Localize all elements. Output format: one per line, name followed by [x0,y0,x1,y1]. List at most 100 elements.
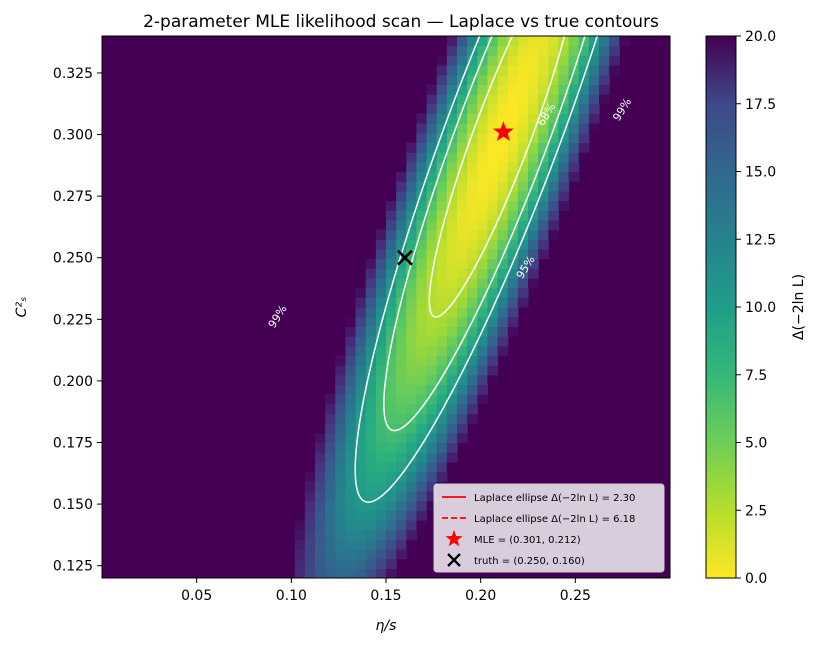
heatmap-cell [386,248,397,260]
heatmap-cell [588,36,600,47]
heatmap-cell [365,258,377,269]
heatmap-cell [446,384,458,395]
heatmap-cell [294,558,306,569]
heatmap-cell [345,384,357,395]
y-tick-label: 0.200 [53,374,93,390]
legend-label: MLE = (0.301, 0.212) [474,535,581,546]
y-tick-label: 0.300 [53,128,93,144]
heatmap-cell [517,297,529,308]
heatmap-cell [517,65,529,76]
heatmap-cell [375,519,387,531]
heatmap-cell [345,558,357,569]
heatmap-cell [568,171,580,182]
heatmap-cell [386,558,397,569]
heatmap-cell [416,287,428,298]
heatmap-cell [548,45,560,56]
heatmap-cell [588,74,600,85]
heatmap-cell [304,510,316,521]
heatmap-cell [375,539,387,550]
heatmap-cell [396,365,407,376]
heatmap-cell [396,229,407,240]
heatmap-cell [365,365,377,376]
heatmap-cell [294,529,306,540]
heatmap-cell [507,210,519,221]
heatmap-cell [568,74,580,85]
colorbar-label: Δ(−2ln L) [791,274,807,340]
heatmap-cell [355,490,367,502]
heatmap-cell [304,490,316,502]
heatmap-cell [335,403,347,415]
heatmap-cell [568,152,580,163]
heatmap-cell [406,539,418,550]
heatmap-cell [375,529,387,540]
heatmap-cell [386,307,397,318]
heatmap-cell [477,103,489,115]
heatmap-cell [294,519,306,531]
heatmap-cell [386,413,397,424]
heatmap-cell [538,200,549,211]
heatmap-cell [446,161,458,173]
heatmap-cell [446,258,458,269]
heatmap-cell [416,355,428,366]
heatmap-cell [497,219,509,231]
heatmap-cell [558,200,570,211]
heatmap-cell [599,65,610,76]
heatmap-cell [396,200,407,211]
heatmap-cell [487,258,499,269]
heatmap-cell [578,65,590,76]
heatmap-cell [548,74,560,85]
heatmap-cell [416,297,428,308]
heatmap-cell [426,171,438,182]
heatmap-cell [406,229,418,240]
heatmap-cell [406,384,418,395]
heatmap-cell [467,55,478,66]
contour-99pct [354,36,599,503]
heatmap-cell [467,287,478,298]
heatmap-cell [375,365,387,376]
heatmap-cell [517,132,529,144]
heatmap-cell [487,374,499,386]
heatmap-cell [345,452,357,463]
heatmap-cell [284,568,296,578]
heatmap-cell [355,471,367,482]
heatmap-cell [446,268,458,279]
heatmap-cell [396,374,407,386]
heatmap-cell [467,190,478,202]
heatmap-cell [517,123,529,134]
heatmap-cell [558,171,570,182]
heatmap-cell [568,36,580,47]
heatmap-cell [477,345,489,356]
heatmap-cell [436,123,448,134]
heatmap-cell [436,103,448,115]
heatmap-cell [436,94,448,105]
heatmap-cell [457,36,468,47]
heatmap-cell [578,103,590,115]
heatmap-cell [365,413,377,424]
heatmap-cell [457,132,468,144]
heatmap-cell [477,287,489,298]
legend-entry: MLE = (0.301, 0.212) [445,530,581,547]
heatmap-cell [345,519,357,531]
heatmap-cell [467,374,478,386]
heatmap-cell [548,55,560,66]
heatmap-cell [406,500,418,511]
heatmap-cell [426,113,438,124]
heatmap-cell [426,258,438,269]
heatmap-cell [487,336,499,347]
heatmap-cell [396,277,407,289]
heatmap-cell [345,500,357,511]
heatmap-cell [548,142,560,153]
heatmap-cell [345,432,357,444]
heatmap-cell [335,558,347,569]
heatmap-cell [365,316,377,327]
heatmap-cell [457,307,468,318]
heatmap-cell [406,529,418,540]
heatmap-cell [426,394,438,405]
heatmap-cell [396,336,407,347]
heatmap-cell [487,94,499,105]
heatmap-cell [386,200,397,211]
heatmap-cell [436,258,448,269]
heatmap-cell [457,384,468,395]
heatmap-cell [416,519,428,531]
y-axis-label: C²ₛ [14,297,30,318]
